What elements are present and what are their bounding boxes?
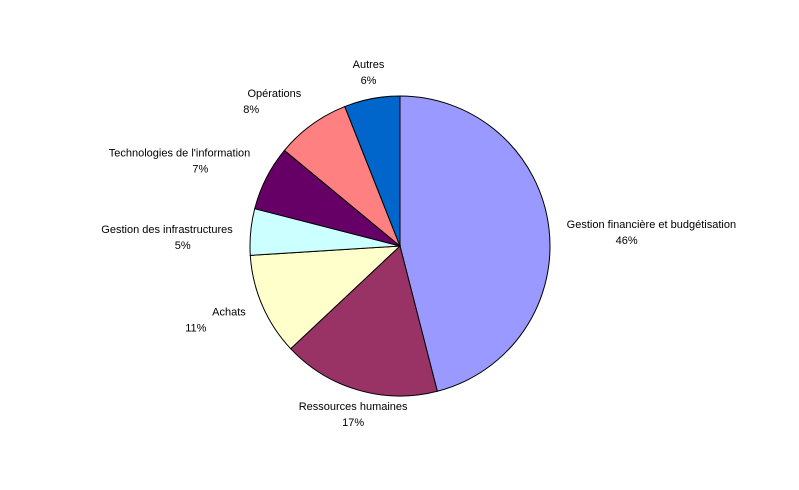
slice-label: Opérations [247,88,301,100]
slice-value-label: 11% [185,323,206,335]
slice-label: Gestion financière et budgétisation [567,219,736,231]
slice-value-label: 6% [361,75,377,87]
pie-slice [289,245,438,397]
slice-value-label: 8% [243,104,259,116]
slice-value-label: 17% [342,417,364,429]
pie-slice [344,95,401,247]
slice-value-label: 46% [616,235,638,247]
slice-label: Technologies de l'information [109,148,251,160]
slice-label: Ressources humaines [299,401,408,413]
slice-label: Gestion des infrastructures [101,224,233,236]
slice-label: Achats [212,307,246,319]
pie-slice [249,245,402,350]
pie-slice [399,95,551,392]
slice-label: Autres [353,59,385,71]
slice-value-label: 5% [175,240,191,252]
slice-value-label: 7% [192,164,208,176]
